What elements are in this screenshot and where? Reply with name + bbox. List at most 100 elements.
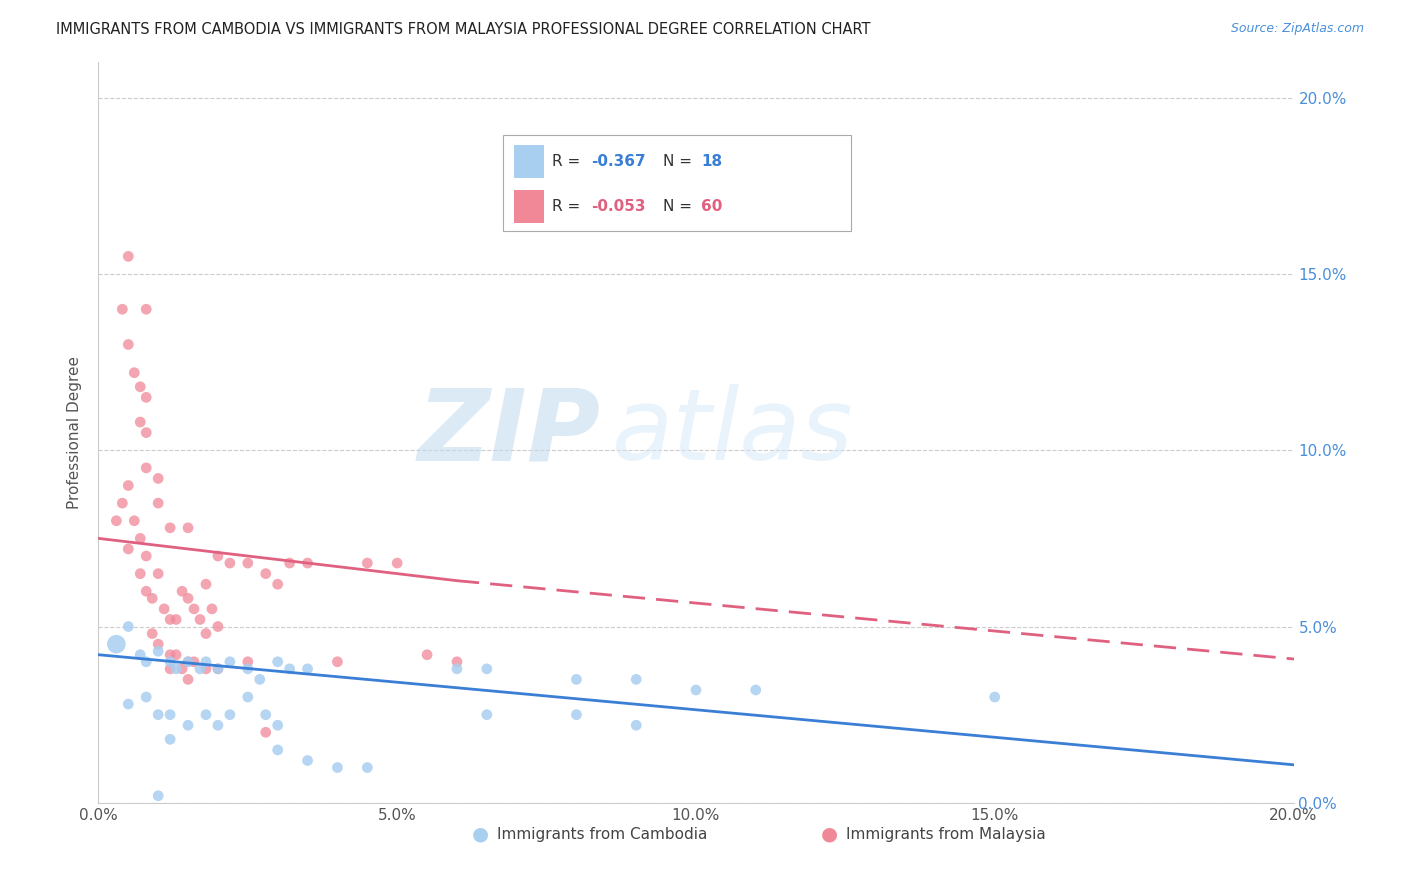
- Point: [129, 380, 152, 394]
- Text: -0.053: -0.053: [592, 199, 645, 214]
- Point: [135, 655, 157, 669]
- Point: [165, 612, 187, 626]
- Point: [984, 690, 1007, 704]
- Point: [416, 648, 439, 662]
- Text: ZIP: ZIP: [418, 384, 600, 481]
- Point: [117, 337, 139, 351]
- Point: [207, 662, 229, 676]
- Point: [159, 662, 181, 676]
- Point: [249, 673, 271, 687]
- Point: [195, 707, 218, 722]
- Point: [236, 690, 259, 704]
- Text: -0.367: -0.367: [592, 154, 645, 169]
- Point: [254, 707, 277, 722]
- Point: [117, 478, 139, 492]
- Point: [135, 302, 157, 317]
- Point: [207, 662, 229, 676]
- Point: [195, 577, 218, 591]
- Point: [141, 591, 163, 606]
- Point: [195, 655, 218, 669]
- Point: [159, 521, 181, 535]
- Point: [685, 683, 707, 698]
- Point: [135, 584, 157, 599]
- Text: Immigrants from Malaysia: Immigrants from Malaysia: [846, 827, 1046, 841]
- Text: atlas: atlas: [613, 384, 853, 481]
- Point: [254, 725, 277, 739]
- Point: [172, 584, 194, 599]
- Point: [177, 718, 200, 732]
- Point: [267, 718, 290, 732]
- Point: [254, 566, 277, 581]
- Point: [148, 566, 170, 581]
- Point: [745, 683, 768, 698]
- Point: [446, 655, 468, 669]
- Point: [105, 514, 128, 528]
- Point: [565, 707, 588, 722]
- Point: [278, 556, 301, 570]
- Point: [236, 655, 259, 669]
- Point: [326, 655, 349, 669]
- Point: [148, 707, 170, 722]
- Point: [385, 556, 409, 570]
- Text: N =: N =: [664, 199, 697, 214]
- Point: [148, 471, 170, 485]
- Point: [177, 591, 200, 606]
- Point: [195, 662, 218, 676]
- Point: [135, 390, 157, 404]
- Point: [188, 612, 211, 626]
- Text: R =: R =: [553, 154, 585, 169]
- Point: [148, 637, 170, 651]
- Point: [297, 662, 319, 676]
- Point: [172, 662, 194, 676]
- Point: [165, 648, 187, 662]
- Text: N =: N =: [664, 154, 697, 169]
- Point: [297, 754, 319, 768]
- Point: [159, 707, 181, 722]
- Text: R =: R =: [553, 199, 585, 214]
- Point: [565, 673, 588, 687]
- Point: [159, 612, 181, 626]
- Point: [475, 662, 498, 676]
- Point: [117, 619, 139, 633]
- Point: [267, 655, 290, 669]
- Point: [124, 514, 146, 528]
- Point: [219, 655, 242, 669]
- Point: [148, 789, 170, 803]
- Point: [135, 425, 157, 440]
- Point: [177, 521, 200, 535]
- Point: [626, 718, 648, 732]
- Point: [177, 655, 200, 669]
- Text: Source: ZipAtlas.com: Source: ZipAtlas.com: [1230, 22, 1364, 36]
- Text: ●: ●: [821, 824, 838, 844]
- Point: [207, 619, 229, 633]
- Point: [111, 496, 134, 510]
- Point: [148, 496, 170, 510]
- Point: [124, 366, 146, 380]
- Point: [129, 648, 152, 662]
- Point: [105, 637, 128, 651]
- Point: [135, 690, 157, 704]
- Point: [159, 655, 181, 669]
- Point: [326, 760, 349, 774]
- Text: Immigrants from Cambodia: Immigrants from Cambodia: [498, 827, 707, 841]
- Point: [165, 662, 187, 676]
- Point: [148, 644, 170, 658]
- Point: [267, 743, 290, 757]
- Point: [278, 662, 301, 676]
- Point: [177, 673, 200, 687]
- Point: [111, 302, 134, 317]
- Point: [129, 532, 152, 546]
- Point: [135, 461, 157, 475]
- Point: [201, 602, 224, 616]
- Point: [117, 697, 139, 711]
- Point: [153, 602, 176, 616]
- Point: [177, 655, 200, 669]
- Point: [219, 707, 242, 722]
- Point: [267, 577, 290, 591]
- Text: ●: ●: [472, 824, 489, 844]
- Point: [183, 655, 205, 669]
- Point: [117, 249, 139, 263]
- Point: [207, 549, 229, 563]
- Point: [195, 626, 218, 640]
- Text: 18: 18: [702, 154, 723, 169]
